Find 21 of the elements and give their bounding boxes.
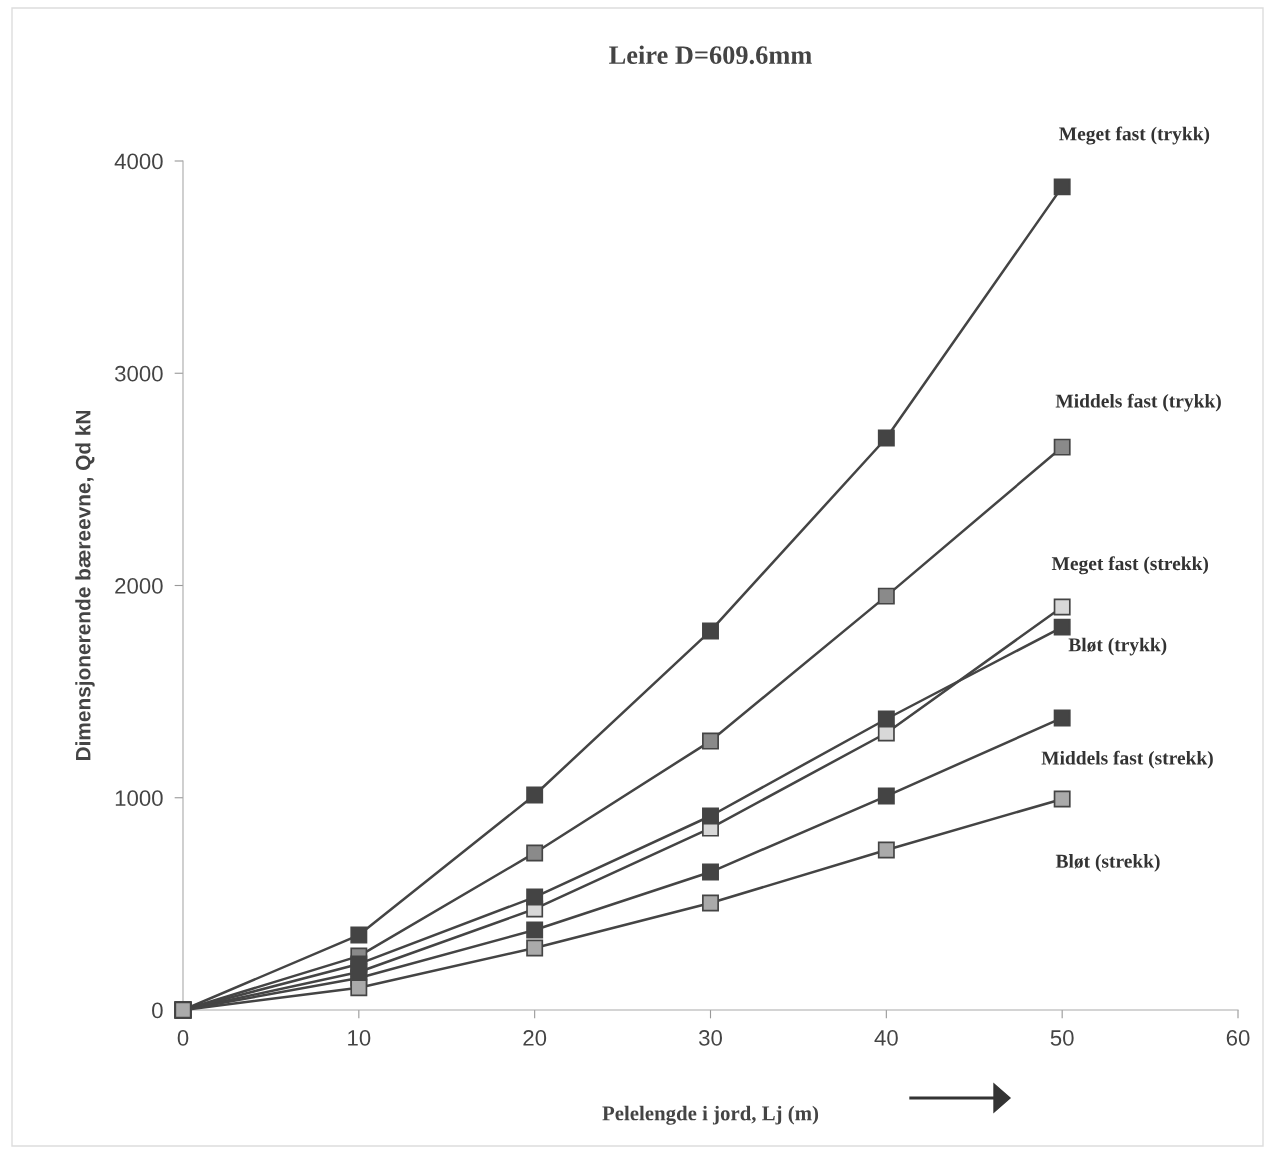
y-tick-label: 1000 xyxy=(115,790,163,807)
x-axis-title: Pelelengde i jord, Lj (m) xyxy=(602,1105,819,1125)
text: Bløt (strekk) xyxy=(1055,854,1160,872)
series-label: Meget fast (strekk) xyxy=(1051,556,1209,575)
x-tick-label: 10 xyxy=(348,1030,371,1046)
x-tick-label: 50 xyxy=(1050,1030,1074,1046)
y-tick-label: 2000 xyxy=(115,578,163,594)
x-tick-label: 60 xyxy=(1226,1030,1250,1046)
y-axis-title: Dimensjonerende bæreevne, Qd kN xyxy=(75,410,95,761)
x-tick-label: 30 xyxy=(698,1030,722,1046)
y-tick-label: 0 xyxy=(152,1002,163,1019)
x-tick-label: 20 xyxy=(523,1030,547,1046)
chart-title: Leire D=609.6mm xyxy=(609,45,812,65)
series-label: Middels fast (trykk) xyxy=(1055,393,1221,412)
x-tick-label: 40 xyxy=(874,1030,898,1046)
series-label: Middels fast (strekk) xyxy=(1041,750,1213,769)
x-tick-label: 0 xyxy=(177,1030,189,1046)
series-label: Bløt (trykk) xyxy=(1068,637,1167,656)
series-label: Meget fast (trykk) xyxy=(1059,126,1210,145)
y-tick-label: 3000 xyxy=(114,365,163,382)
y-tick-label: 4000 xyxy=(114,153,163,170)
